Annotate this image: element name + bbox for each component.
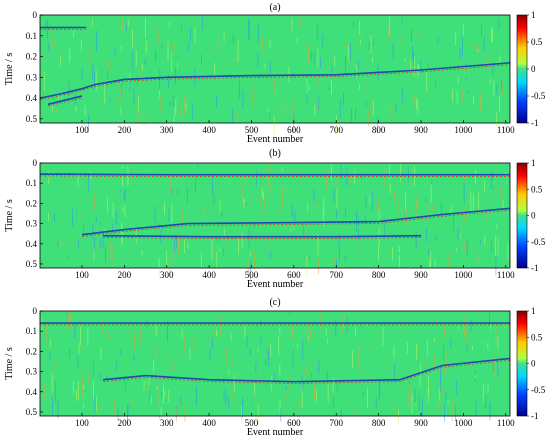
x-tick-label: 200 (118, 125, 132, 135)
colorbar-tick-label: -1 (531, 411, 539, 421)
y-axis-label: Time / s (4, 347, 15, 380)
x-axis-label: Event number (247, 279, 304, 290)
y-tick-label: 0.3 (26, 367, 38, 377)
x-tick-label: 300 (160, 125, 174, 135)
x-tick-label: 700 (329, 125, 343, 135)
event-early-event (47, 95, 83, 107)
y-tick-label: 0.5 (26, 259, 38, 269)
x-tick-label: 600 (287, 418, 301, 428)
colorbar-gradient (516, 162, 528, 269)
panel-label: (a) (269, 2, 280, 13)
y-tick-label: 0.1 (26, 31, 37, 41)
event-direct-event (40, 322, 510, 326)
colorbar-tick-label: -0.5 (531, 237, 546, 247)
colorbar-tick-label: 1 (531, 306, 536, 316)
x-tick-label: 1000 (454, 125, 473, 135)
x-tick-label: 1100 (497, 270, 515, 280)
event-first-arrival (81, 207, 511, 237)
x-tick-label: 900 (414, 270, 428, 280)
colorbar-tick-label: 0 (531, 359, 536, 369)
colorbar-tick-label: 1 (531, 158, 536, 168)
x-tick-label: 400 (202, 125, 216, 135)
heatmap-noise (41, 311, 505, 426)
x-tick-label: 400 (202, 270, 216, 280)
panel-2: (b) 100 200 300 400 500 600 700 800 900 1000 1100 0 0… (4, 148, 546, 290)
x-axis-label: Event number (247, 427, 304, 438)
y-tick-label: 0.2 (26, 346, 37, 356)
event-direct-event (39, 173, 510, 177)
event-first-arrival (39, 62, 511, 101)
y-tick-label: 0.4 (26, 93, 38, 103)
x-tick-label: 1100 (497, 418, 515, 428)
x-tick-label: 900 (414, 125, 428, 135)
y-tick-label: 0.3 (26, 72, 38, 82)
x-tick-label: 900 (414, 418, 428, 428)
x-tick-label: 100 (75, 270, 89, 280)
x-tick-label: 700 (329, 418, 343, 428)
x-tick-label: 700 (329, 270, 343, 280)
y-tick-label: 0.3 (26, 219, 38, 229)
x-tick-label: 1000 (454, 418, 473, 428)
panel-label: (c) (269, 297, 280, 308)
x-tick-label: 400 (202, 418, 216, 428)
panel-1: (a) 100 200 300 400 500 600 700 800 900 1000 1100 0 0… (4, 2, 546, 145)
x-tick-label: 500 (245, 418, 259, 428)
event-shallow-event (40, 26, 87, 30)
colorbar-tick-label: 0.5 (531, 184, 543, 194)
colorbar-tick-label: 0.5 (531, 37, 543, 47)
plot-frame (39, 310, 511, 417)
x-tick-label: 200 (118, 270, 132, 280)
x-tick-label: 500 (245, 270, 259, 280)
colorbar-tick-label: 0 (531, 64, 536, 74)
colorbar-tick-label: 1 (531, 10, 536, 20)
y-tick-label: 0 (33, 306, 38, 316)
x-tick-label: 500 (245, 125, 259, 135)
event-second-event (103, 234, 422, 239)
colorbar-gradient (516, 14, 528, 124)
plot-frame (39, 162, 511, 269)
x-tick-label: 300 (160, 418, 174, 428)
x-tick-label: 1100 (497, 125, 515, 135)
y-tick-label: 0.5 (26, 114, 38, 124)
y-tick-label: 0.5 (26, 407, 38, 417)
x-axis-label: Event number (247, 134, 304, 145)
colorbar-gradient (516, 310, 528, 417)
x-tick-label: 800 (372, 418, 386, 428)
colorbar-tick-label: 0 (531, 211, 536, 221)
colorbar-tick-label: -0.5 (531, 385, 546, 395)
colorbar-tick-label: 0.5 (531, 332, 543, 342)
x-tick-label: 600 (287, 125, 301, 135)
colorbar-tick-label: -0.5 (531, 91, 546, 101)
x-tick-label: 300 (160, 270, 174, 280)
plot-frame (39, 14, 511, 124)
y-tick-label: 0.4 (26, 239, 38, 249)
event-first-arrival (103, 357, 511, 384)
x-tick-label: 100 (75, 125, 89, 135)
y-axis-label: Time / s (4, 199, 15, 232)
colorbar: 1 0.5 0 -0.5 -1 (516, 10, 546, 128)
x-tick-label: 600 (287, 270, 301, 280)
panel-label: (b) (269, 148, 281, 159)
y-tick-label: 0.2 (26, 198, 37, 208)
y-tick-label: 0.1 (26, 326, 37, 336)
y-tick-label: 0 (33, 10, 38, 20)
y-tick-label: 0 (33, 158, 38, 168)
y-axis-label: Time / s (4, 53, 15, 86)
y-tick-label: 0.1 (26, 178, 37, 188)
colorbar-tick-label: -1 (531, 263, 539, 273)
x-tick-label: 800 (372, 270, 386, 280)
colorbar: 1 0.5 0 -0.5 -1 (516, 306, 546, 421)
x-tick-label: 200 (118, 418, 132, 428)
heatmap-background (40, 311, 510, 416)
colorbar-tick-label: -1 (531, 118, 539, 128)
y-tick-label: 0.4 (26, 387, 38, 397)
panel-3: (c) 100 200 300 400 500 600 700 800 900 1000 1100 0 0… (4, 297, 546, 438)
y-tick-label: 0.2 (26, 52, 37, 62)
x-tick-label: 800 (372, 125, 386, 135)
colorbar: 1 0.5 0 -0.5 -1 (516, 158, 546, 273)
x-tick-label: 1000 (454, 270, 473, 280)
x-tick-label: 100 (75, 418, 89, 428)
heatmap-noise (48, 163, 509, 281)
